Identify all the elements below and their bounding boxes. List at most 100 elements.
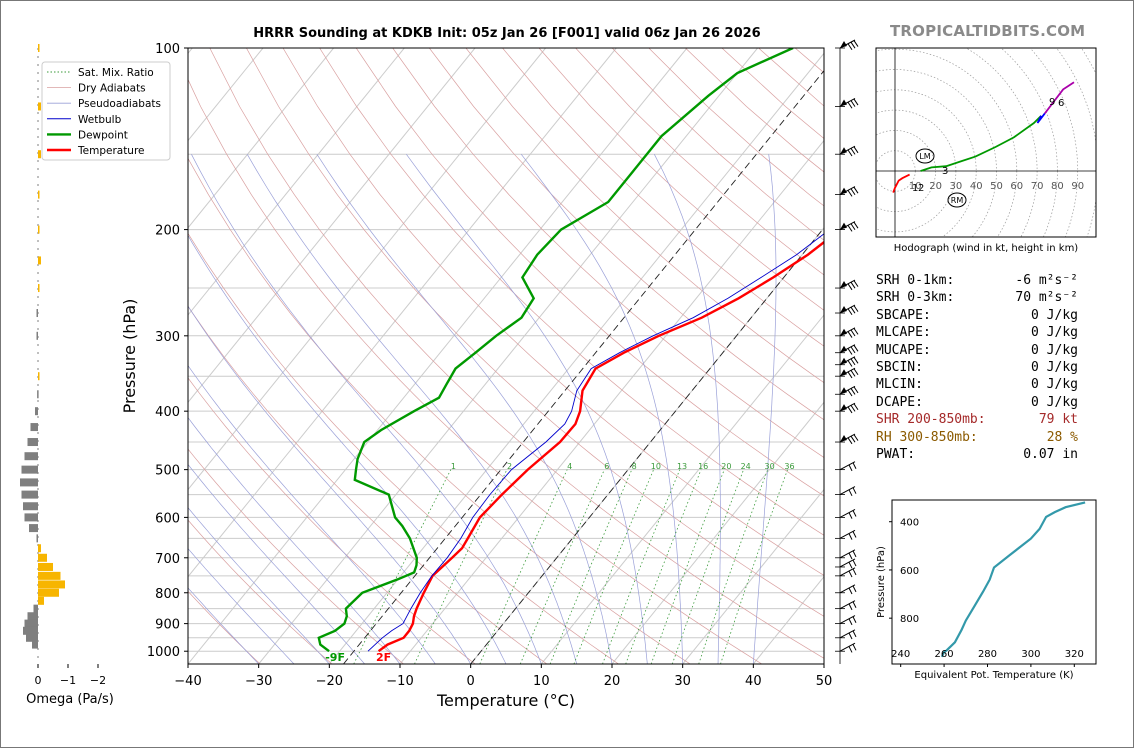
wind-barb-flag bbox=[840, 306, 847, 314]
mixing-ratio-line bbox=[602, 469, 681, 664]
moist-adiabat-line bbox=[188, 548, 295, 664]
omega-bar bbox=[36, 534, 38, 543]
dry-adiabat-line bbox=[188, 519, 333, 664]
wind-barb-feather bbox=[848, 632, 853, 640]
legend: Sat. Mix. Ratio Dry Adiabats Pseudoadiabat… bbox=[41, 61, 171, 161]
wind-barb-feather bbox=[852, 616, 857, 623]
wind-barb-feather bbox=[848, 464, 853, 472]
dry-adiabat-line bbox=[319, 48, 824, 536]
stat-value: 28 % bbox=[1046, 429, 1078, 445]
wind-barb-feather bbox=[852, 487, 857, 494]
stat-value: 0 J/kg bbox=[1031, 307, 1078, 323]
isotherm-line bbox=[682, 488, 824, 664]
wind-barb bbox=[839, 642, 856, 652]
moist-adiabat-line bbox=[752, 154, 777, 664]
hodograph-trace bbox=[920, 115, 1042, 172]
omega-bar bbox=[38, 596, 44, 605]
stat-row: RH 300-850mb: 28 % bbox=[876, 429, 1106, 446]
y-tick-label: 900 bbox=[155, 618, 180, 633]
legend-label: Pseudoadiabats bbox=[78, 98, 161, 110]
isotherm-line bbox=[399, 139, 824, 664]
omega-bar bbox=[35, 407, 38, 416]
isotherm-line bbox=[188, 48, 334, 229]
stat-value: 70 m²s⁻² bbox=[1015, 290, 1078, 306]
dry-adiabat-line bbox=[188, 157, 691, 664]
stat-label: SHR 200-850mb: bbox=[876, 412, 986, 428]
wind-barb-feather bbox=[847, 190, 853, 197]
mixing-ratio-label: 8 bbox=[632, 462, 637, 471]
mixing-ratio-label: 2 bbox=[507, 462, 512, 471]
hodograph-rm-marker bbox=[947, 192, 967, 208]
wind-barb bbox=[839, 461, 856, 471]
x-axis-label: Temperature (°C) bbox=[436, 691, 575, 710]
stat-value: 0 J/kg bbox=[1031, 325, 1078, 341]
mixing-ratio-line bbox=[720, 469, 788, 664]
stat-label: MUCAPE: bbox=[876, 342, 931, 358]
hodograph-ring-label: 40 bbox=[970, 181, 983, 192]
x-tick-label: 10 bbox=[533, 674, 550, 689]
y-tick-label: 200 bbox=[155, 224, 180, 239]
moist-adiabat-line bbox=[188, 234, 507, 664]
omega-bar bbox=[38, 372, 40, 381]
hodograph-trace bbox=[892, 173, 910, 193]
moist-adiabat-line bbox=[246, 154, 578, 664]
hodograph-ring-label: 90 bbox=[1071, 181, 1084, 192]
wind-barb-feather bbox=[850, 358, 856, 366]
omega-tick-label: −1 bbox=[60, 674, 76, 687]
omega-bar bbox=[38, 225, 40, 234]
omega-bar bbox=[38, 553, 47, 562]
stat-label: MLCAPE: bbox=[876, 325, 931, 341]
omega-bar bbox=[23, 626, 38, 635]
mixing-ratio-label: 36 bbox=[784, 462, 794, 471]
dry-adiabat-line bbox=[209, 48, 824, 659]
wind-barb-feather bbox=[852, 644, 857, 651]
moist-adiabat-line bbox=[188, 587, 259, 664]
stat-label: MLCIN: bbox=[876, 377, 923, 393]
x-tick-label: 40 bbox=[745, 674, 762, 689]
isotherm-line bbox=[188, 48, 405, 316]
wind-barb-feather bbox=[848, 587, 853, 595]
wind-barb-feather bbox=[853, 403, 859, 411]
dry-adiabat-line bbox=[465, 48, 824, 384]
moist-adiabat-line bbox=[188, 305, 472, 664]
wind-barb-feather bbox=[850, 370, 856, 377]
y-tick-label: 600 bbox=[155, 511, 180, 526]
hodograph: 10 20 30 40 50 60 70 80 90 1 2 3 69 LM RM Hodograph (wi… bbox=[875, 47, 1097, 254]
wind-barb-flag bbox=[840, 369, 847, 377]
x-tick-label: −20 bbox=[316, 674, 343, 689]
wind-barb-flag bbox=[840, 41, 847, 48]
skewt-plot-area: 1 2 4 6 8 10 13 16 20 24 30 36 bbox=[188, 48, 824, 664]
wind-barb-feather bbox=[853, 280, 859, 287]
theta-e-panel: 240 260 280 300 320 400 600 800 Equivalent Pot. … bbox=[876, 499, 1097, 681]
x-tick-label: −10 bbox=[386, 674, 413, 689]
omega-tick-label: 0 bbox=[35, 674, 42, 687]
mixing-ratio-line bbox=[671, 469, 744, 664]
mixing-ratio-label: 16 bbox=[698, 462, 708, 471]
wind-barb-feather bbox=[853, 434, 859, 441]
wind-barb-flag bbox=[840, 357, 847, 365]
mixing-ratio-label: 6 bbox=[604, 462, 609, 471]
hodograph-caption: Hodograph (wind in kt, height in km) bbox=[894, 243, 1079, 254]
wind-barb-flag bbox=[840, 187, 847, 195]
theta-e-frame bbox=[891, 499, 1097, 665]
moist-adiabat-line bbox=[316, 154, 613, 664]
omega-bar bbox=[38, 562, 53, 571]
hodograph-trace bbox=[1044, 81, 1075, 114]
omega-bar bbox=[21, 465, 38, 474]
theta-e-y-tick-label: 600 bbox=[900, 566, 919, 577]
wind-barb-feather bbox=[847, 308, 853, 316]
brand-logo-text: TROPICALTIDBITS.COM bbox=[890, 22, 1086, 40]
theta-e-x-tick-label: 300 bbox=[1021, 649, 1040, 660]
wind-barb-feather bbox=[853, 305, 859, 312]
mixing-ratio-label: 4 bbox=[567, 462, 572, 471]
wind-barb-feather bbox=[848, 561, 853, 569]
theta-e-y-tick-label: 800 bbox=[900, 614, 919, 625]
skewt-axes-frame bbox=[187, 47, 825, 665]
isotherm-line bbox=[258, 48, 758, 664]
dry-adiabat-line bbox=[188, 377, 476, 664]
omega-bar bbox=[24, 619, 38, 628]
wind-barb bbox=[839, 486, 856, 496]
mixing-ratio-label: 30 bbox=[765, 462, 775, 471]
stat-value: 79 kt bbox=[1038, 412, 1078, 428]
omega-bar bbox=[38, 588, 59, 597]
